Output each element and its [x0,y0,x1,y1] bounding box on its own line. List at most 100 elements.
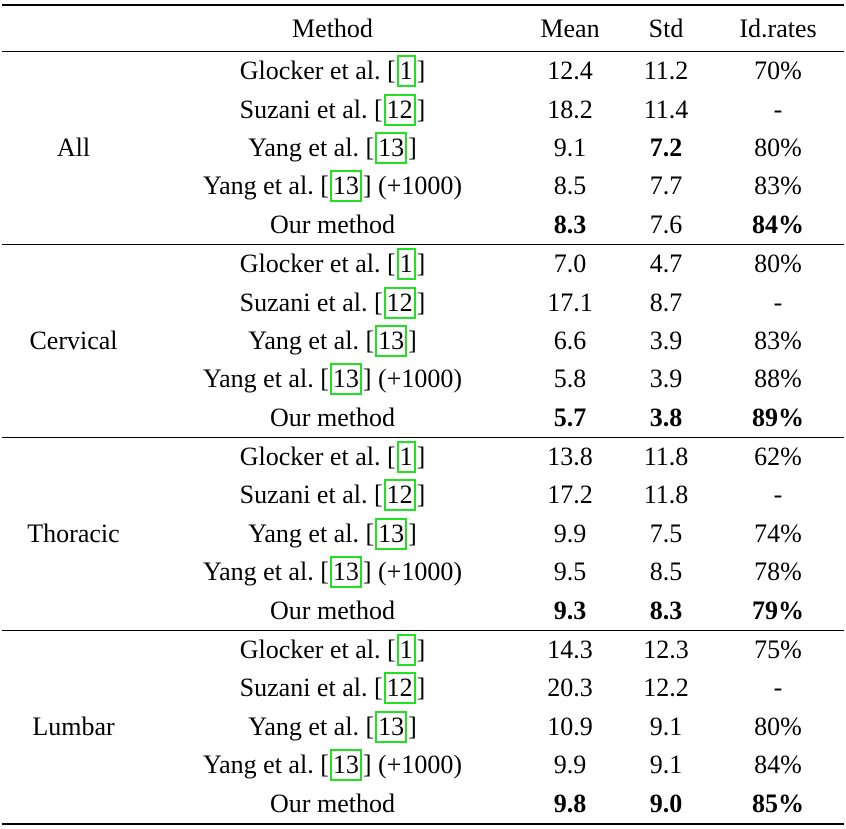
mean-value: 9.3 [553,595,587,625]
table-row: All Glocker et al. [1] 12.4 11.2 70% [2,52,844,162]
table-row: Our method 5.7 3.8 89% [2,399,844,438]
header-category [2,5,145,52]
table-row: Yang et al. [13] 9.1 7.2 80% [2,129,844,167]
citation-link[interactable]: 13 [375,517,408,550]
std-value: 4.7 [649,249,683,279]
id-rate-value: - [773,287,783,317]
mean-value: 9.5 [553,557,587,587]
id-rate-value: 83% [754,171,802,201]
method-suffix: (+1000) [378,750,463,780]
method-name: Suzani et al. [239,287,368,317]
mean-value: 8.5 [553,171,587,201]
id-rate-value: 88% [754,364,802,394]
table-row: Our method 8.3 7.6 84% [2,206,844,245]
method-cell: Suzani et al. [12] [239,93,426,126]
citation-link[interactable]: 13 [375,324,408,357]
citation-link[interactable]: 12 [383,93,416,126]
mean-value: 17.1 [547,287,593,317]
method-cell: Yang et al. [13] (+1000) [202,170,463,203]
method-cell: Yang et al. [13] (+1000) [202,363,463,396]
id-rate-value: 70% [754,56,802,86]
table-row: Thoracic Glocker et al. [1] 13.8 11.8 62% [2,437,844,548]
category-label: Cervical [29,325,118,355]
id-rate-value: 80% [754,132,802,162]
std-value: 11.8 [643,480,689,510]
id-rate-value: 80% [754,249,802,279]
method-cell: Yang et al. [13] [248,324,417,357]
method-cell: Glocker et al. [1] [239,441,426,474]
id-rate-value: - [773,673,783,703]
table-row: Suzani et al. [12] 17.1 8.7 - [2,283,844,321]
method-name: Yang et al. [202,750,314,780]
method-cell: Suzani et al. [12] [239,286,426,319]
std-value: 7.7 [649,171,683,201]
std-value: 8.5 [649,557,683,587]
method-name: Our method [270,595,395,625]
results-table: Method Mean Std Id.rates All Glocker et a… [2,4,844,825]
table-header: Method Mean Std Id.rates [2,5,844,52]
method-name: Our method [270,402,395,432]
header-std: Std [648,13,684,43]
std-value: 7.6 [649,209,683,239]
method-name: Our method [270,788,395,818]
citation-link[interactable]: 13 [329,170,362,203]
mean-value: 9.1 [553,132,587,162]
std-value: 9.1 [649,711,683,741]
citation-link[interactable]: 12 [383,672,416,705]
citation-link[interactable]: 12 [383,479,416,512]
mean-value: 14.3 [547,635,593,665]
method-name: Glocker et al. [239,635,381,665]
citation-link[interactable]: 13 [375,131,408,164]
header-id-rates: Id.rates [739,13,817,43]
mean-value: 20.3 [547,673,593,703]
citation-link[interactable]: 1 [396,248,416,281]
table-row: Our method 9.3 8.3 79% [2,591,844,630]
citation-link[interactable]: 13 [329,749,362,782]
method-cell: Our method [145,206,520,245]
mean-value: 18.2 [547,94,593,124]
table-row: Cervical Glocker et al. [1] 7.0 4.7 80% [2,244,844,355]
method-cell: Yang et al. [13] [248,131,417,164]
method-suffix: (+1000) [378,171,463,201]
citation-link[interactable]: 1 [396,55,416,88]
citation-link[interactable]: 1 [396,634,416,667]
citation-link[interactable]: 13 [329,556,362,589]
method-cell: Our method [145,784,520,823]
citation-link[interactable]: 13 [375,710,408,743]
mean-value: 10.9 [547,711,593,741]
id-rate-value: 85% [752,788,804,818]
method-name: Suzani et al. [239,94,368,124]
std-value: 11.2 [643,56,689,86]
citation-link[interactable]: 13 [329,363,362,396]
mean-value: 9.9 [553,518,587,548]
method-cell: Suzani et al. [12] [239,672,426,705]
method-cell: Our method [145,399,520,438]
table-row: Suzani et al. [12] 20.3 12.2 - [2,669,844,707]
id-rate-value: - [773,94,783,124]
id-rate-value: 75% [754,635,802,665]
method-name: Yang et al. [248,325,359,355]
mean-value: 7.0 [553,249,587,279]
mean-value: 12.4 [547,56,593,86]
id-rate-value: - [773,480,783,510]
table-row: Yang et al. [13] 6.6 3.9 83% [2,322,844,360]
std-value: 8.3 [649,595,683,625]
method-cell: Yang et al. [13] [248,710,417,743]
id-rate-value: 62% [754,442,802,472]
citation-link[interactable]: 1 [396,441,416,474]
table-row: Yang et al. [13] (+1000) 8.5 7.7 83% [2,167,844,205]
table-row: Yang et al. [13] (+1000) 9.5 8.5 78% [2,553,844,591]
std-value: 12.2 [643,673,689,703]
method-name: Glocker et al. [239,249,381,279]
table-row: Suzani et al. [12] 18.2 11.4 - [2,90,844,128]
table-group-all: All Glocker et al. [1] 12.4 11.2 70% Suzani e… [2,52,844,245]
table-group-thoracic: Thoracic Glocker et al. [1] 13.8 11.8 62% Suz… [2,437,844,631]
id-rate-value: 80% [754,711,802,741]
method-cell: Glocker et al. [1] [239,634,426,667]
header-mean: Mean [540,13,600,43]
std-value: 9.0 [649,788,683,818]
std-value: 11.4 [643,94,689,124]
id-rate-value: 74% [754,518,802,548]
method-cell: Yang et al. [13] [248,517,417,550]
citation-link[interactable]: 12 [383,286,416,319]
